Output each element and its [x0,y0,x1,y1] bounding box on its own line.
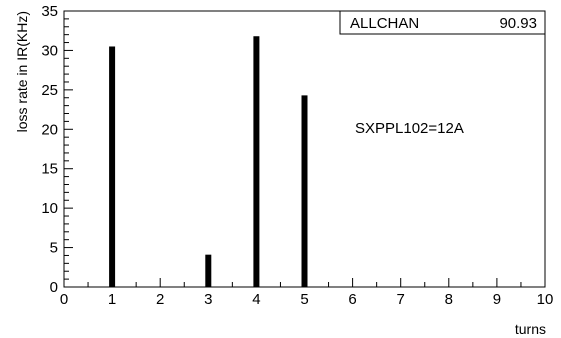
x-axis-title: turns [515,321,546,337]
y-axis-ticks: 0 5 10 15 20 25 30 35 [41,3,73,296]
y-tick-label: 15 [41,161,58,178]
x-tick-label: 0 [60,291,68,308]
x-tick-label: 3 [204,291,212,308]
y-tick-label: 5 [50,240,58,257]
bar-turn-3 [205,254,212,287]
x-tick-label: 8 [445,291,453,308]
x-tick-label: 1 [108,291,116,308]
y-tick-label: 10 [41,200,58,217]
stats-box: ALLCHAN 90.93 [339,10,546,35]
x-tick-label: 7 [397,291,405,308]
bar-turn-1 [109,46,116,287]
chart-annotation: SXPPL102=12A [355,120,464,137]
y-tick-label: 25 [41,82,58,99]
bar-turn-5 [301,95,308,288]
x-axis-ticks: 0 1 2 3 4 5 6 7 8 9 10 [60,278,554,308]
y-tick-label: 30 [41,42,58,59]
stats-box-frame [339,10,546,35]
stats-label: ALLCHAN [350,15,419,32]
y-tick-label: 0 [50,279,58,296]
y-axis-title: loss rate in IR(KHz) [14,11,30,132]
x-tick-label: 10 [537,291,554,308]
x-tick-label: 9 [493,291,501,308]
plot-frame [63,10,546,288]
x-tick-label: 2 [156,291,164,308]
y-tick-label: 20 [41,121,58,138]
y-tick-label: 35 [41,3,58,20]
x-tick-label: 5 [300,291,308,308]
x-tick-label: 4 [252,291,260,308]
stats-value: 90.93 [499,15,537,32]
bar-turn-4 [253,36,260,288]
bars-group [109,36,308,288]
x-tick-label: 6 [348,291,356,308]
